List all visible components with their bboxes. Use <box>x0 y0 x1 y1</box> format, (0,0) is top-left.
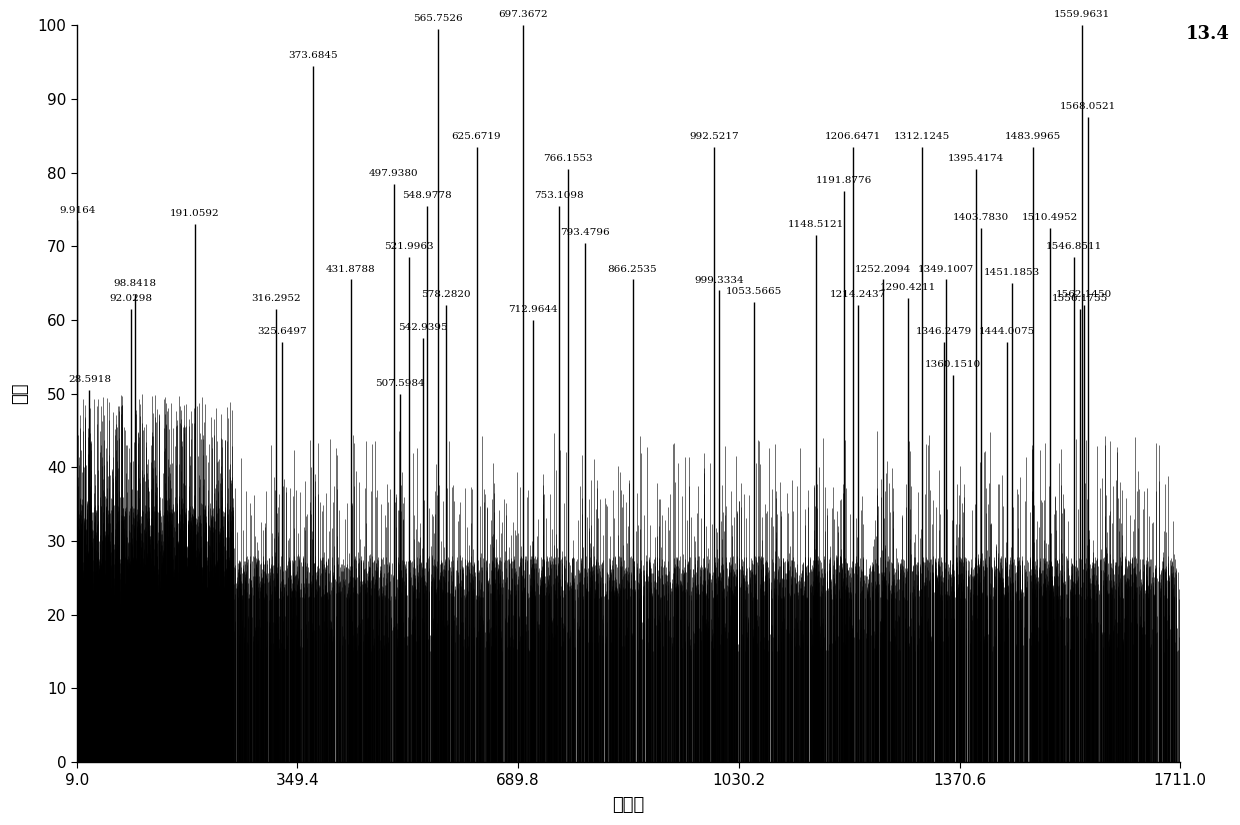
Text: 999.3334: 999.3334 <box>694 276 744 285</box>
Text: 507.5984: 507.5984 <box>376 379 425 388</box>
Text: 1556.1755: 1556.1755 <box>1052 294 1109 303</box>
Text: 431.8788: 431.8788 <box>326 265 376 274</box>
Text: 92.0298: 92.0298 <box>109 294 153 303</box>
Text: 1568.0521: 1568.0521 <box>1059 102 1116 111</box>
Text: 565.7526: 565.7526 <box>413 14 463 23</box>
Text: 28.5918: 28.5918 <box>68 375 110 384</box>
Text: 1483.9965: 1483.9965 <box>1004 132 1061 141</box>
Text: 1148.5121: 1148.5121 <box>787 220 843 229</box>
Y-axis label: 强度: 强度 <box>11 383 29 404</box>
Text: 712.9644: 712.9644 <box>508 305 558 314</box>
Text: 497.9380: 497.9380 <box>370 169 419 177</box>
Text: 548.9778: 548.9778 <box>402 191 451 200</box>
Text: 1290.4211: 1290.4211 <box>879 283 936 292</box>
Text: 1214.2437: 1214.2437 <box>830 290 887 299</box>
Text: 1510.4952: 1510.4952 <box>1022 213 1079 222</box>
Text: 1562.1450: 1562.1450 <box>1055 290 1112 299</box>
Text: 1053.5665: 1053.5665 <box>725 286 782 295</box>
Text: 13.4: 13.4 <box>1185 26 1230 43</box>
Text: 1403.7830: 1403.7830 <box>952 213 1009 222</box>
Text: 373.6845: 373.6845 <box>289 51 339 60</box>
Text: 1395.4174: 1395.4174 <box>947 154 1003 163</box>
Text: 578.2820: 578.2820 <box>422 290 471 299</box>
Text: 542.9395: 542.9395 <box>398 323 448 332</box>
Text: 98.8418: 98.8418 <box>114 280 156 288</box>
Text: 866.2535: 866.2535 <box>608 265 657 274</box>
Text: 1206.6471: 1206.6471 <box>825 132 882 141</box>
Text: 1451.1853: 1451.1853 <box>983 268 1040 277</box>
Text: 1559.9631: 1559.9631 <box>1054 10 1110 19</box>
Text: 316.2952: 316.2952 <box>252 294 301 303</box>
Text: 625.6719: 625.6719 <box>451 132 501 141</box>
Text: 766.1553: 766.1553 <box>543 154 593 163</box>
Text: 1349.1007: 1349.1007 <box>918 265 973 274</box>
Text: 1346.2479: 1346.2479 <box>915 328 972 336</box>
Text: 9.9164: 9.9164 <box>60 205 95 215</box>
Text: 992.5217: 992.5217 <box>689 132 739 141</box>
Text: 1252.2094: 1252.2094 <box>854 265 911 274</box>
Text: 753.1098: 753.1098 <box>534 191 584 200</box>
Text: 191.0592: 191.0592 <box>170 210 219 219</box>
Text: 521.9963: 521.9963 <box>384 243 434 252</box>
Text: 697.3672: 697.3672 <box>498 10 548 19</box>
Text: 1191.8776: 1191.8776 <box>816 176 872 185</box>
X-axis label: 质核比: 质核比 <box>613 796 645 814</box>
Text: 793.4796: 793.4796 <box>560 228 610 237</box>
Text: 325.6497: 325.6497 <box>257 328 306 336</box>
Text: 1444.0075: 1444.0075 <box>980 328 1035 336</box>
Text: 1312.1245: 1312.1245 <box>894 132 950 141</box>
Text: 1360.1510: 1360.1510 <box>925 361 981 370</box>
Text: 1546.8511: 1546.8511 <box>1045 243 1102 252</box>
